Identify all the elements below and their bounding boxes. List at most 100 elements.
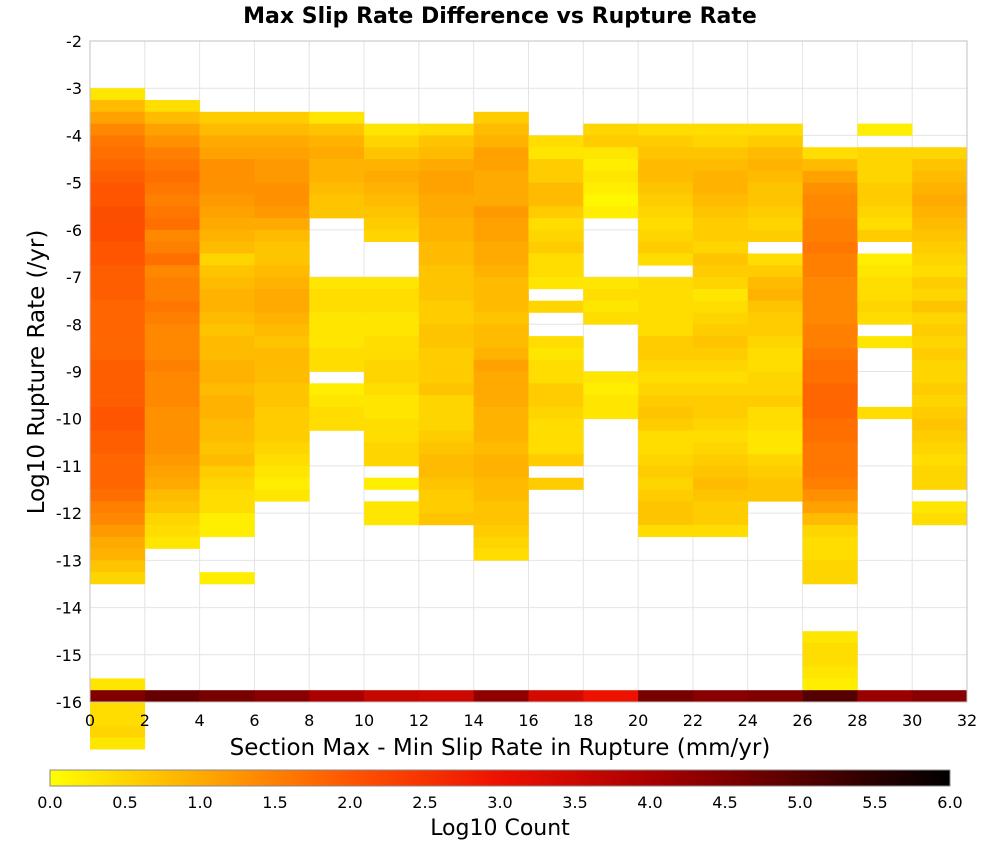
heatmap-cell — [254, 111, 310, 124]
heatmap-cell — [912, 265, 968, 278]
heatmap-cell — [528, 135, 584, 148]
heatmap-cell — [638, 324, 694, 337]
y-tick-labels: -2 -3 -4 -5 -6 -7 -8 -9 -10 -11 -12 -13 -14 -15 -16 — [56, 32, 82, 712]
heatmap-cell — [199, 513, 255, 526]
heatmap-cell — [199, 418, 255, 431]
colorbar-tick-label: 1.5 — [262, 793, 287, 812]
heatmap-cell — [418, 194, 474, 207]
heatmap-cell — [364, 406, 420, 420]
heatmap-cell — [528, 430, 584, 443]
heatmap-cell — [473, 465, 529, 479]
heatmap-cell — [90, 489, 146, 502]
heatmap-cell — [90, 418, 146, 431]
heatmap-cell — [692, 253, 749, 266]
heatmap-floor-cell — [528, 690, 584, 702]
heatmap-cell — [364, 206, 420, 219]
heatmap-cell — [254, 300, 310, 313]
heatmap-cell — [802, 147, 858, 160]
y-tick-label: -2 — [66, 32, 82, 51]
heatmap-cell — [857, 170, 913, 183]
heatmap-cell — [199, 312, 255, 325]
heatmap-cell — [473, 218, 529, 231]
heatmap-cell — [90, 288, 146, 301]
heatmap-cell — [254, 359, 310, 372]
heatmap-cell — [528, 229, 584, 242]
heatmap-cell — [802, 218, 858, 231]
heatmap-cell — [802, 548, 858, 561]
heatmap-cell — [912, 218, 968, 231]
heatmap-cell — [254, 442, 310, 455]
heatmap-cell — [254, 347, 310, 360]
heatmap-cell — [254, 418, 310, 431]
heatmap-floor-cell — [747, 690, 803, 702]
x-tick-label: 8 — [304, 711, 314, 730]
x-tick-label: 28 — [847, 711, 867, 730]
heatmap-cell — [473, 524, 529, 538]
heatmap-cell — [747, 253, 803, 266]
heatmap-cell — [254, 371, 310, 384]
heatmap-cell — [90, 218, 146, 231]
heatmap-cell — [90, 100, 146, 113]
heatmap-cell — [802, 536, 858, 549]
heatmap-cell — [418, 395, 474, 408]
heatmap-cell — [638, 359, 694, 372]
heatmap-cell — [90, 395, 146, 408]
heatmap-cell — [144, 218, 200, 231]
heatmap-cell — [309, 182, 365, 195]
heatmap-cell — [199, 501, 255, 514]
heatmap-cell — [199, 336, 255, 349]
heatmap-cell — [692, 489, 749, 502]
heatmap-cell — [254, 194, 310, 207]
heatmap-floor-cell — [418, 690, 474, 702]
heatmap-cell — [692, 312, 749, 325]
heatmap-cell — [199, 229, 255, 242]
heatmap-cell — [418, 288, 474, 301]
heatmap-cell — [418, 430, 474, 443]
colorbar-tick-label: 6.0 — [937, 793, 962, 812]
heatmap-cell — [802, 666, 858, 679]
heatmap-cell — [583, 159, 639, 172]
heatmap-cell — [802, 560, 858, 573]
heatmap-cell — [254, 123, 310, 136]
heatmap-cell — [747, 288, 803, 301]
heatmap-cell — [254, 241, 310, 254]
heatmap-cell — [418, 465, 474, 479]
heatmap-cell — [692, 265, 749, 278]
heatmap-cell — [473, 123, 529, 136]
heatmap-cell — [473, 430, 529, 443]
heatmap-cell — [583, 147, 639, 160]
heatmap-cell — [364, 159, 420, 172]
heatmap-cell — [638, 218, 694, 231]
heatmap-cell — [857, 218, 913, 231]
heatmap-cell — [309, 159, 365, 172]
x-tick-label: 22 — [683, 711, 703, 730]
heatmap-cell — [692, 123, 749, 136]
y-tick-label: -15 — [56, 646, 82, 665]
heatmap-cell — [747, 442, 803, 455]
heatmap-cell — [857, 253, 913, 266]
heatmap-cell — [528, 194, 584, 207]
heatmap-cell — [692, 288, 749, 301]
colorbar-tick-label: 0.0 — [37, 793, 62, 812]
heatmap-cell — [364, 324, 420, 337]
heatmap-cell — [747, 406, 803, 420]
heatmap-floor-cell — [583, 690, 639, 702]
heatmap-cell — [418, 347, 474, 360]
heatmap-cell — [199, 465, 255, 479]
heatmap-cell — [199, 218, 255, 231]
heatmap-cell — [802, 288, 858, 301]
heatmap-cell — [692, 371, 749, 384]
heatmap-cell — [418, 300, 474, 313]
heatmap-cell — [802, 524, 858, 538]
heatmap-cell — [528, 418, 584, 431]
x-tick-label: 4 — [195, 711, 205, 730]
heatmap-cell — [199, 359, 255, 372]
heatmap-cell — [473, 359, 529, 372]
heatmap-cell — [638, 477, 694, 490]
y-tick-label: -7 — [66, 268, 82, 287]
colorbar-tick-label: 3.0 — [487, 793, 512, 812]
heatmap-cell — [912, 194, 968, 207]
heatmap-cell — [364, 312, 420, 325]
heatmap-cell — [309, 147, 365, 160]
heatmap-cell — [857, 206, 913, 219]
